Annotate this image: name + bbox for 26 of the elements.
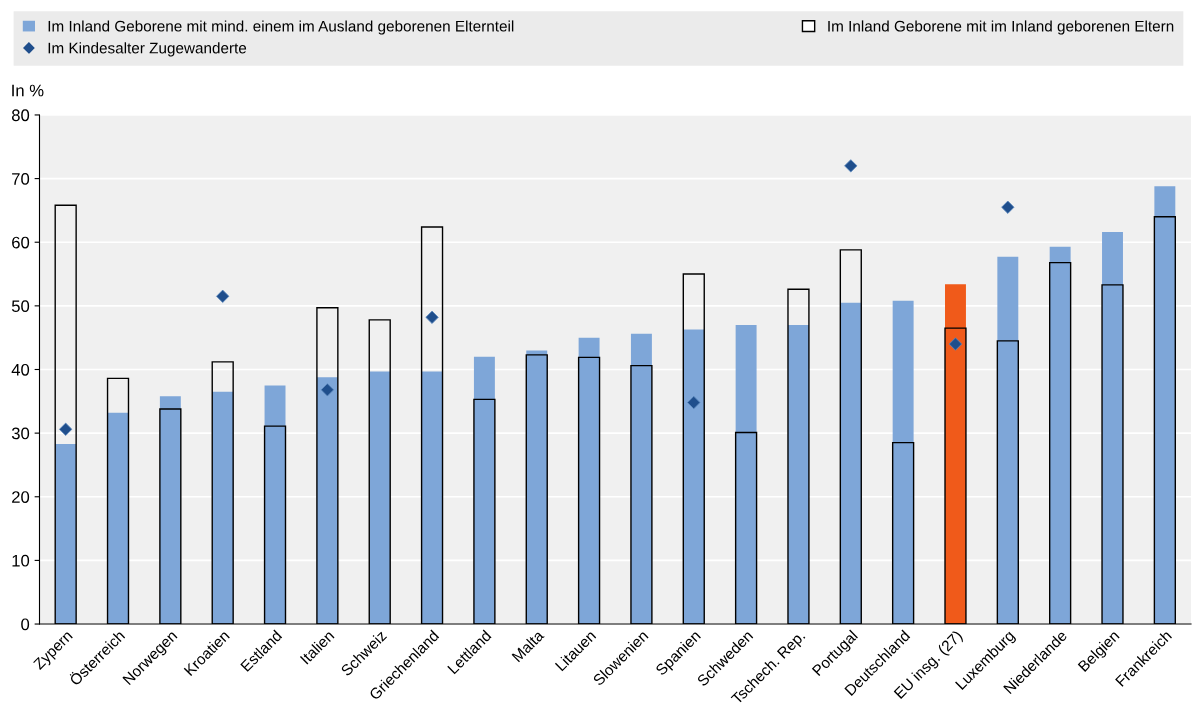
- y-tick-label: 80: [11, 109, 30, 122]
- bar: [107, 412, 129, 625]
- y-tick-label: 0: [21, 618, 30, 631]
- y-tick-label: 60: [12, 236, 30, 249]
- y-axis-title: In %: [12, 84, 44, 97]
- y-tick-label: 50: [11, 300, 30, 313]
- legend-label: Im Inland Geborene mit im Inland geborenen Eltern: [828, 20, 1174, 35]
- y-tick-label: 40: [11, 363, 30, 376]
- y-tick-label: 30: [11, 427, 30, 440]
- bar: [683, 329, 705, 625]
- bar: [892, 300, 914, 625]
- bar: [55, 443, 77, 625]
- y-tick-label: 20: [12, 491, 30, 503]
- bar: [840, 302, 862, 625]
- bar: [264, 385, 286, 625]
- bar: [473, 356, 495, 625]
- bar: [369, 371, 391, 625]
- y-tick-label: 70: [12, 172, 30, 185]
- bar: [735, 324, 757, 625]
- bar: [421, 371, 443, 625]
- y-tick-label: 10: [12, 554, 30, 567]
- bar: [212, 391, 234, 625]
- bar: [997, 256, 1019, 625]
- legend-label: Im Inland Geborene mit mind. einem im Ausland geborenen Elternteil: [48, 20, 514, 35]
- legend-label: Im Kindesalter Zugewanderte: [48, 42, 247, 57]
- bar: [945, 284, 966, 625]
